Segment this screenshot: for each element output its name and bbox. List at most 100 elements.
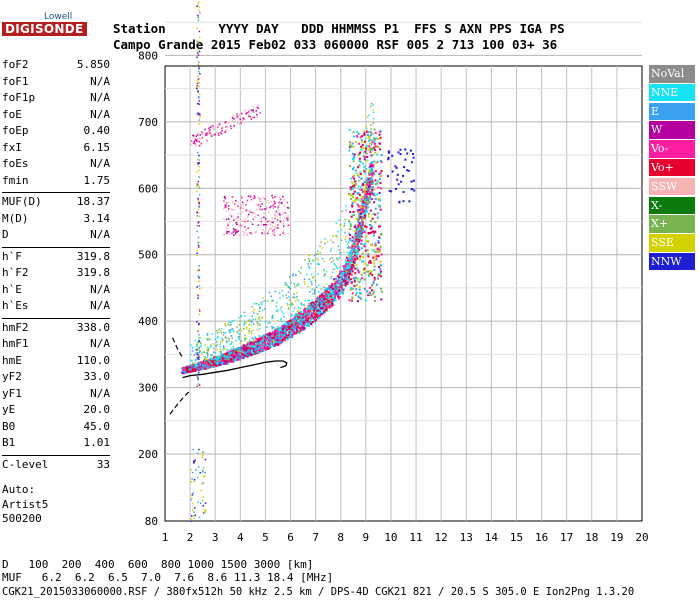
- echo-point: [352, 131, 355, 134]
- x-tick-label: 8: [337, 531, 344, 544]
- echo-point: [283, 333, 286, 336]
- echo-point: [291, 329, 294, 332]
- echo-point: [289, 329, 292, 332]
- echo-point: [293, 317, 296, 320]
- param-name: hmF2: [2, 320, 29, 334]
- echo-point: [194, 139, 196, 142]
- echo-point: [365, 198, 368, 201]
- echo-point: [336, 235, 338, 238]
- param-row: fmin 1.75: [2, 174, 110, 191]
- echo-point: [219, 359, 222, 361]
- echo-point: [209, 338, 211, 341]
- echo-point: [240, 350, 243, 353]
- echo-point: [261, 218, 263, 220]
- echo-point: [355, 232, 358, 235]
- echo-point: [329, 296, 332, 299]
- echo-point: [298, 327, 301, 330]
- param-row: hmE 110.0: [2, 354, 110, 371]
- echo-point: [259, 112, 262, 114]
- echo-point: [324, 242, 326, 245]
- echo-point: [363, 203, 366, 206]
- echo-point: [345, 240, 347, 243]
- echo-point: [321, 257, 324, 260]
- echo-point: [200, 361, 203, 364]
- echo-point: [325, 292, 328, 295]
- echo-point: [199, 134, 201, 136]
- logo-line-2: DIGISONDE: [2, 22, 87, 36]
- echo-point: [248, 324, 251, 326]
- echo-point: [185, 369, 188, 372]
- echo-point: [265, 208, 267, 210]
- echo-point: [351, 281, 354, 284]
- echo-point: [315, 286, 318, 289]
- echo-point: [206, 348, 208, 350]
- echo-point: [253, 197, 255, 200]
- echo-point: [358, 236, 361, 239]
- echo-point: [270, 223, 272, 226]
- echo-point: [281, 338, 284, 341]
- echo-point: [279, 198, 282, 201]
- echo-point: [321, 311, 324, 314]
- echo-point: [232, 227, 235, 230]
- echo-point: [274, 331, 277, 334]
- echo-point: [272, 339, 275, 342]
- echo-point: [337, 278, 340, 281]
- echo-point: [364, 209, 367, 212]
- echo-point: [365, 152, 367, 155]
- echo-point: [305, 318, 308, 321]
- echo-point: [197, 208, 200, 211]
- param-name: yE: [2, 403, 16, 416]
- echo-point: [259, 319, 261, 321]
- echo-point: [304, 309, 307, 312]
- echo-point: [218, 123, 221, 125]
- echo-point: [291, 319, 294, 322]
- echo-point: [196, 353, 199, 356]
- echo-point: [359, 216, 362, 219]
- echo-point: [262, 196, 264, 199]
- echo-point: [311, 321, 314, 324]
- echo-point: [266, 232, 269, 235]
- echo-point: [364, 160, 367, 163]
- echo-point: [197, 158, 199, 160]
- echo-point: [302, 325, 305, 328]
- echo-point: [356, 172, 358, 175]
- param-name: yF2: [2, 370, 22, 383]
- echo-point: [230, 335, 233, 337]
- echo-point: [240, 197, 243, 199]
- echo-point: [204, 357, 206, 360]
- echo-point: [308, 265, 310, 268]
- echo-point: [256, 349, 259, 352]
- echo-point: [360, 247, 363, 250]
- echo-point: [229, 351, 232, 354]
- echo-point: [295, 300, 297, 302]
- echo-point: [215, 364, 218, 367]
- echo-point: [380, 233, 383, 236]
- echo-point: [288, 323, 291, 326]
- echo-point: [215, 348, 218, 351]
- echo-point: [274, 225, 277, 228]
- echo-point: [191, 364, 193, 366]
- echo-point: [346, 243, 349, 245]
- param-value: N/A: [90, 386, 110, 400]
- echo-point: [221, 355, 224, 358]
- echo-point: [390, 190, 393, 193]
- echo-point: [364, 203, 367, 206]
- echo-point: [252, 218, 255, 220]
- echo-point: [274, 339, 276, 342]
- echo-point: [335, 265, 337, 268]
- echo-point: [372, 280, 375, 283]
- echo-point: [257, 104, 260, 106]
- echo-point: [196, 356, 198, 358]
- echo-point: [332, 294, 335, 297]
- echo-point: [196, 252, 198, 255]
- echo-point: [281, 290, 284, 292]
- echo-point: [339, 266, 341, 268]
- echo-point: [235, 217, 238, 220]
- echo-point: [348, 273, 351, 276]
- echo-point: [225, 210, 228, 213]
- echo-point: [371, 154, 374, 156]
- echo-point: [248, 339, 251, 341]
- echo-point: [369, 134, 372, 137]
- echo-point: [372, 212, 375, 215]
- echo-point: [197, 112, 199, 114]
